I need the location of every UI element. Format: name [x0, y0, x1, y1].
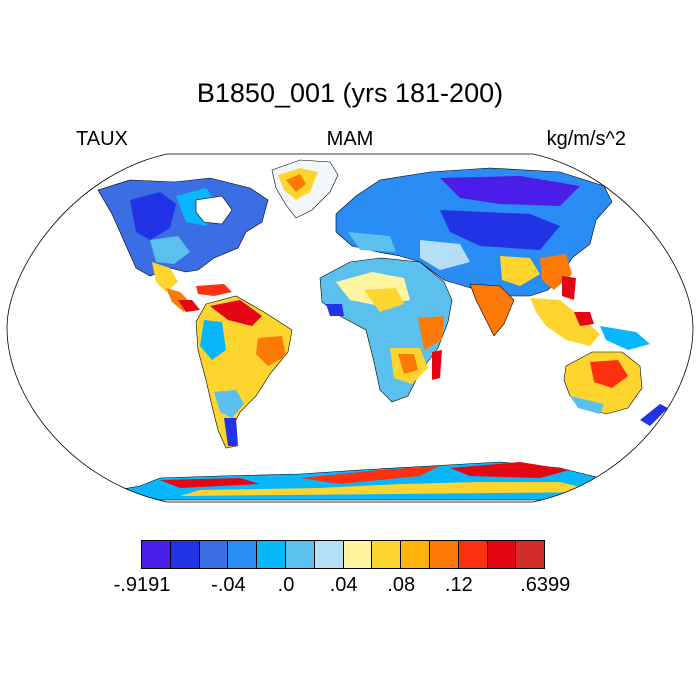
madagascar-region	[432, 350, 442, 380]
colorbar-tick-label: -.9191	[113, 574, 171, 596]
colorbar-labels: -.9191 -.04 .0 .04 .08 .12 .6399	[0, 574, 700, 600]
eurasia-region	[562, 276, 576, 300]
antarctica-region	[450, 462, 570, 478]
greenland-region	[286, 174, 306, 192]
africa-region	[398, 354, 418, 374]
eurasia-region	[500, 256, 540, 286]
colorbar-swatch	[486, 540, 517, 569]
colorbar-swatch	[169, 540, 200, 569]
antarctica-region	[160, 478, 260, 488]
africa-region	[326, 304, 344, 316]
north-america-region	[152, 262, 178, 292]
units-label: kg/m/s^2	[546, 128, 626, 150]
eurasia-region	[348, 232, 396, 252]
colorbar-swatch	[457, 540, 488, 569]
colorbar-swatch	[428, 540, 459, 569]
australia-region	[590, 360, 628, 388]
colorbar-swatch	[342, 540, 373, 569]
colorbar-tick-label: -.04	[211, 574, 246, 596]
colorbar-swatch	[400, 540, 430, 569]
colorbar-swatch	[256, 540, 286, 569]
colorbar-tick-label: .08	[387, 574, 416, 596]
map-outline	[6, 153, 694, 503]
south-america-region	[210, 300, 262, 326]
southeast-asia-region	[600, 326, 650, 350]
new-zealand-region	[640, 404, 668, 426]
variable-label: TAUX	[76, 128, 128, 150]
land-field	[59, 159, 668, 501]
north-america-region	[130, 192, 176, 240]
north-america-region	[97, 177, 269, 277]
south-asia-region	[469, 283, 515, 337]
colorbar-swatch	[141, 540, 171, 569]
africa-region	[364, 288, 404, 312]
antarctica-region	[300, 466, 440, 484]
colorbar-tick-label: .12	[444, 574, 473, 596]
south-america-region	[200, 320, 226, 360]
north-america-region	[150, 236, 190, 264]
colorbar-swatch	[227, 540, 258, 569]
hudson-bay	[195, 195, 233, 225]
north-america-region	[178, 300, 200, 312]
colorbar-tick-label: .0	[277, 574, 295, 596]
australia-region	[570, 396, 604, 414]
colorbar	[141, 540, 546, 569]
eurasia-region	[420, 240, 470, 270]
colorbar-swatch	[371, 540, 402, 569]
eurasia-region	[440, 210, 560, 250]
colorbar-swatch	[284, 540, 315, 569]
colorbar-tick-label: .04	[329, 574, 358, 596]
southeast-asia-region	[530, 298, 600, 346]
south-america-region	[214, 390, 244, 418]
africa-region	[418, 316, 444, 350]
caribbean-region	[196, 284, 232, 296]
map-title: B1850_001 (yrs 181-200)	[196, 78, 504, 108]
season-label: MAM	[326, 128, 374, 150]
antarctica-region	[180, 482, 600, 496]
southeast-asia-region	[574, 312, 594, 326]
south-america-region	[256, 336, 286, 366]
colorbar-tick-label: .6399	[520, 574, 571, 596]
south-america-region	[224, 418, 238, 446]
colorbar-swatch	[515, 540, 546, 569]
eurasia-region	[440, 176, 580, 206]
colorbar-swatch	[198, 540, 229, 569]
colorbar-swatch	[313, 540, 344, 569]
